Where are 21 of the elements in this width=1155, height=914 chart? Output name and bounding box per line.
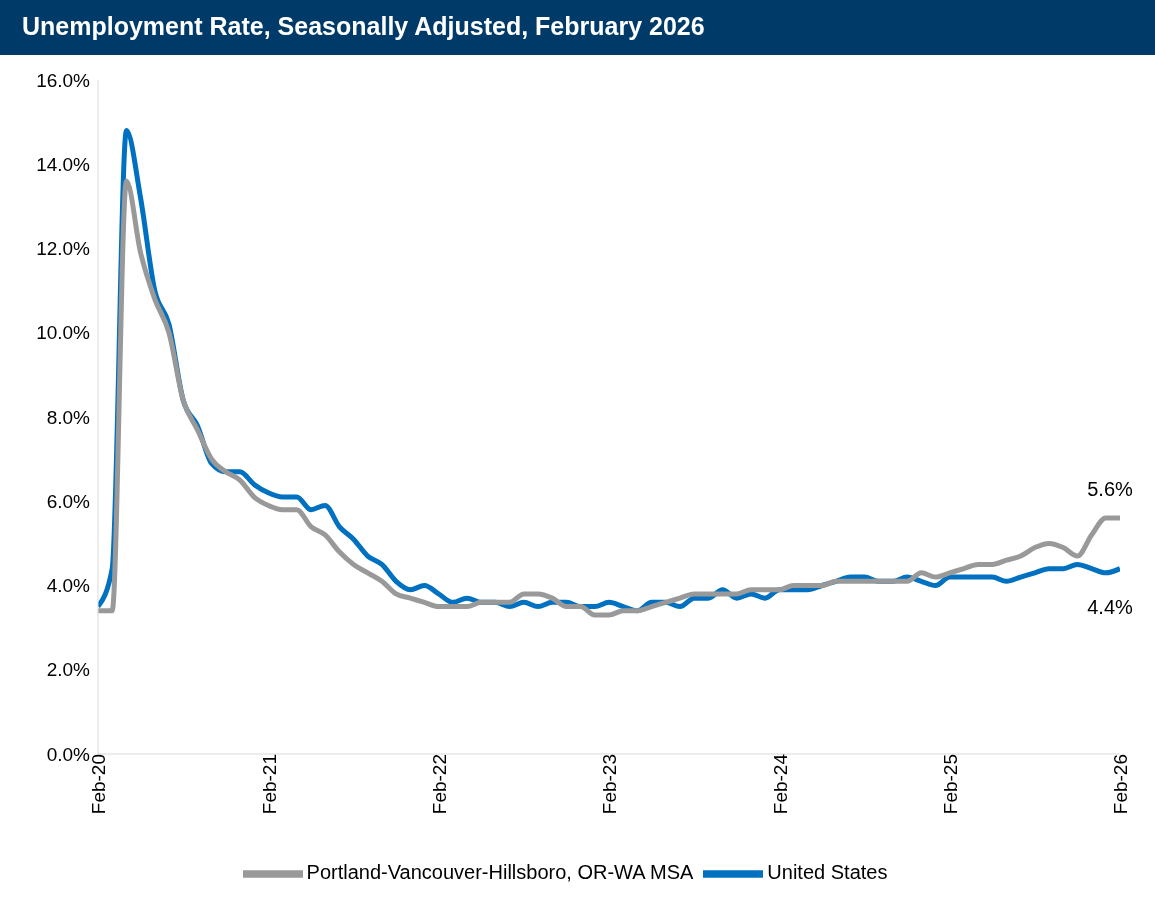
y-tick-label: 8.0% — [46, 406, 91, 428]
y-tick-label: 0.0% — [46, 743, 91, 765]
y-tick-label: 2.0% — [46, 659, 91, 681]
annotation: 5.6% — [1087, 478, 1134, 501]
x-tick-label: Feb-24 — [769, 753, 791, 815]
y-tick-label: 12.0% — [36, 238, 91, 260]
legend-label: Portland-Vancouver-Hillsboro, OR-WA MSA — [306, 861, 694, 884]
legend-label: United States — [767, 861, 888, 884]
y-tick-label: 16.0% — [36, 69, 91, 91]
chart-title: Unemployment Rate, Seasonally Adjusted, February 2026 — [0, 0, 1155, 55]
annotation: 4.4% — [1087, 595, 1134, 618]
x-tick-label: Feb-22 — [429, 754, 451, 815]
y-tick-label: 10.0% — [36, 322, 91, 344]
x-tick-label: Feb-26 — [1110, 754, 1132, 815]
x-tick-label: Feb-21 — [258, 754, 280, 815]
y-tick-label: 6.0% — [46, 490, 91, 512]
y-tick-label: 14.0% — [36, 153, 91, 175]
x-tick-label: Feb-20 — [88, 754, 110, 815]
y-tick-label: 4.0% — [46, 575, 91, 597]
x-tick-label: Feb-23 — [599, 754, 621, 815]
x-tick-label: Feb-25 — [940, 754, 962, 815]
